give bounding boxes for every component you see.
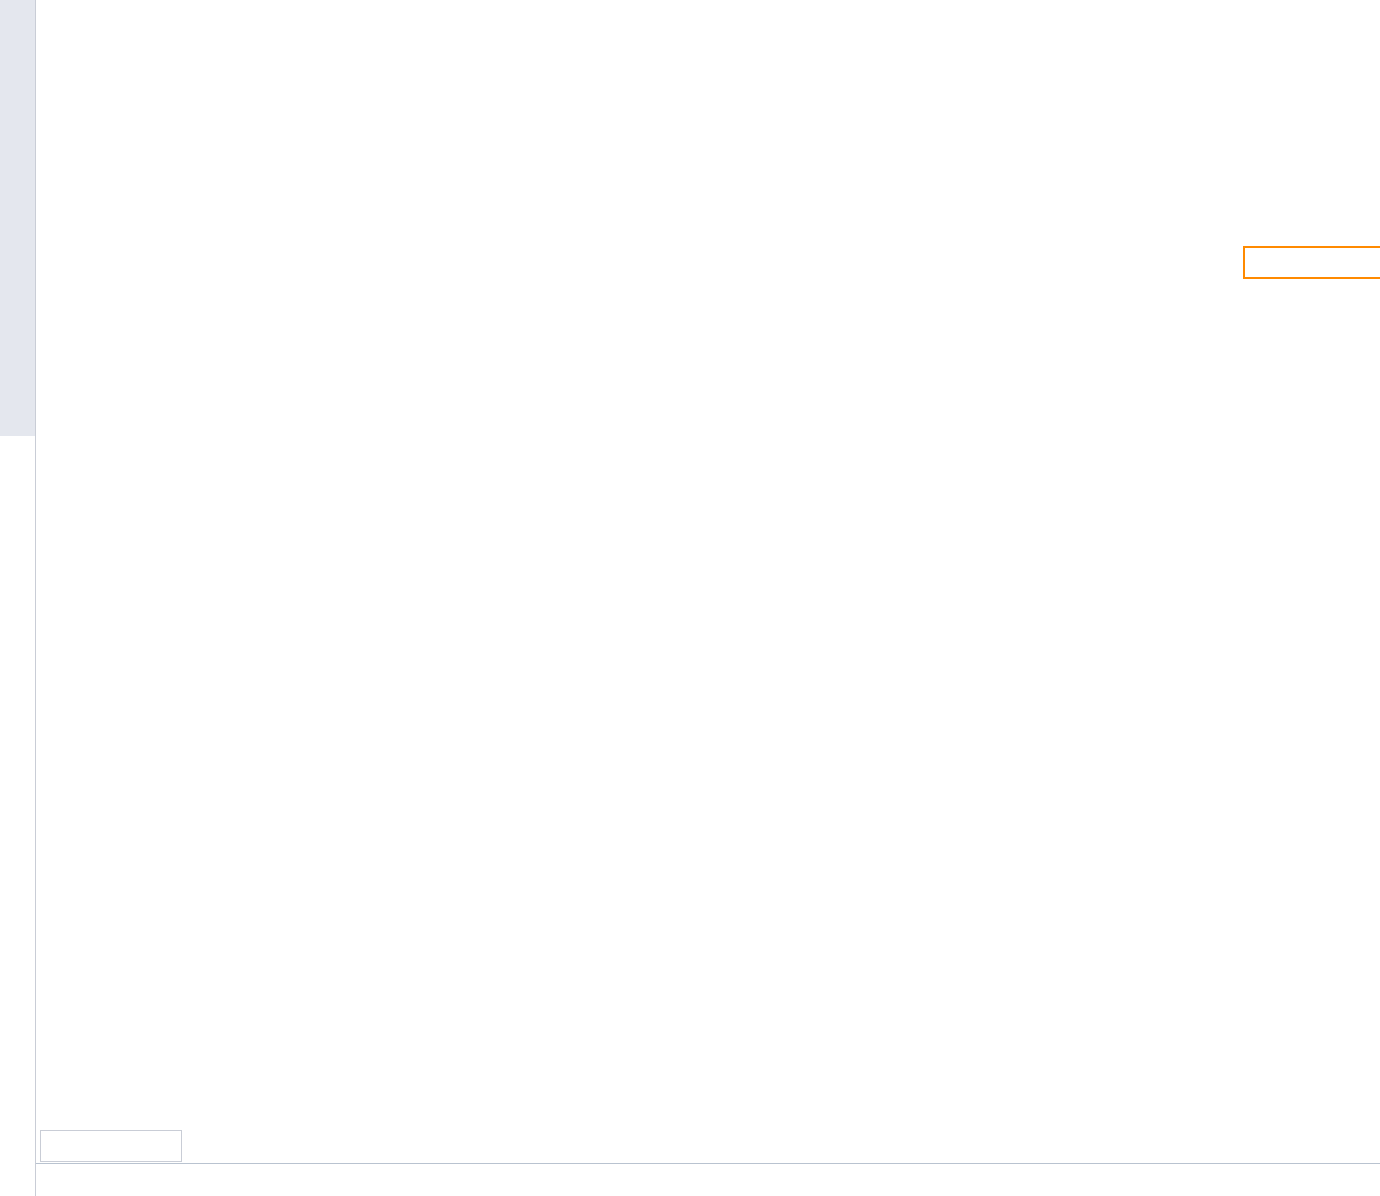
timeframe-selector[interactable] [40, 1130, 182, 1162]
chart-header [185, 5, 215, 29]
macd-header [185, 704, 229, 726]
current-price-box [1243, 246, 1380, 279]
rsi-header [185, 929, 229, 951]
sidebar [0, 0, 36, 1196]
bottom-tab-bar [36, 1163, 1380, 1196]
